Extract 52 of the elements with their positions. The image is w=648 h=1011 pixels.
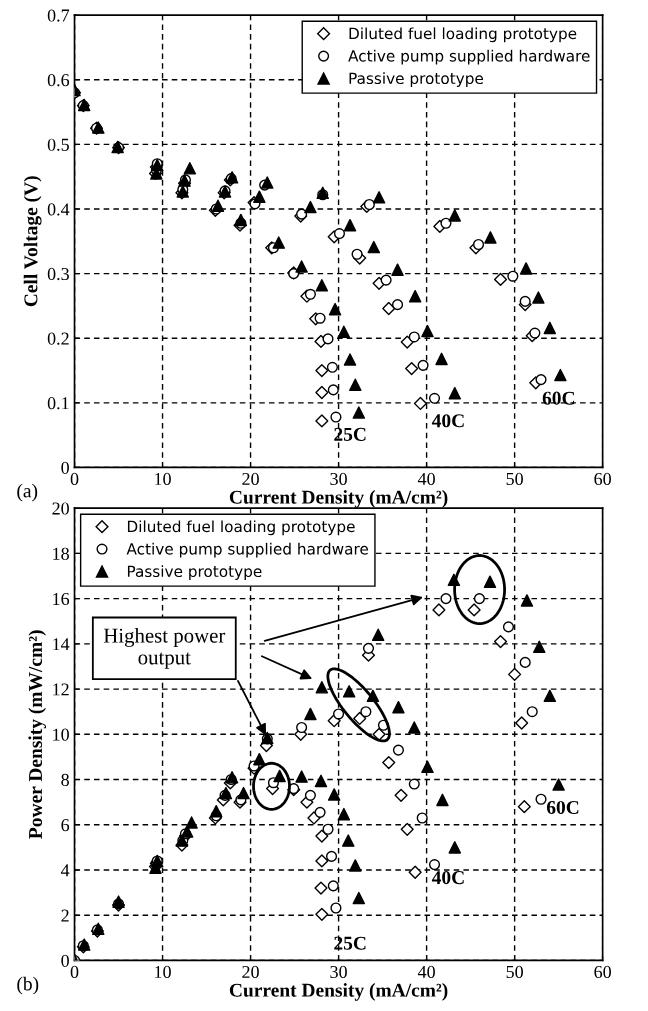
y-axis-title: Power Density (mW/cm²) [28,630,47,839]
annotation: 40C [431,871,464,885]
legend-label: Passive prototype [349,72,484,88]
annotation: Highest power output [103,628,226,669]
y-tick-label: 0.2 [47,332,69,345]
x-tick-label: 40 [417,965,435,979]
legend-label: Diluted fuel loading prototype [127,520,355,536]
annotation: 60C [546,800,579,815]
text: (a) [17,483,38,502]
x-axis-title: Current Density (mA/cm²) [229,983,448,1001]
legend-label: Passive prototype [127,565,262,581]
y-tick-label: 2 [61,909,69,922]
x-tick-label: 0 [70,472,79,486]
y-tick-label: 0.3 [47,267,69,281]
x-tick-label: 60 [594,472,611,486]
x-tick-label: 50 [506,472,523,486]
y-tick-label: 8 [61,773,69,786]
y-tick-label: 0.6 [47,74,70,87]
text: (b) [17,976,39,995]
x-tick-label: 60 [594,965,611,979]
y-tick-label: 14 [53,638,70,651]
y-tick-label: 0.5 [47,138,69,151]
annotation: 60C [542,391,575,405]
y-tick-label: 0 [61,461,69,474]
x-tick-label: 50 [506,965,523,979]
annotation: 40C [431,414,464,428]
x-tick-label: 0 [70,965,79,979]
y-tick-label: 6 [61,819,70,832]
y-tick-label: 12 [53,683,69,696]
legend-label: Diluted fuel loading prototype [349,27,577,43]
annotation: 25C [334,427,366,441]
x-tick-label: 10 [155,965,171,979]
x-tick-label: 20 [242,965,259,979]
y-tick-label: 16 [53,592,70,606]
annotation: 25C [334,936,366,950]
y-tick-label: 4 [60,864,70,877]
x-tick-label: 30 [330,965,347,979]
y-tick-label: 0 [61,954,69,967]
legend-label: Active pump supplied hardware [348,49,590,65]
legend-label: Active pump supplied hardware [126,542,369,558]
y-tick-label: 10 [53,728,69,741]
x-tick-label: 30 [330,472,347,486]
y-tick-label: 20 [52,502,69,515]
x-tick-label: 20 [242,472,259,486]
y-tick-label: 0.1 [47,397,69,410]
y-tick-label: 0.7 [47,9,70,22]
x-axis-title: Current Density (mA/cm²) [229,490,448,508]
y-tick-label: 18 [53,547,69,560]
x-tick-label: 10 [155,472,171,486]
x-tick-label: 40 [417,472,435,486]
y-axis-title: Cell Voltage (V) [23,176,42,307]
y-tick-label: 0.4 [47,203,70,216]
